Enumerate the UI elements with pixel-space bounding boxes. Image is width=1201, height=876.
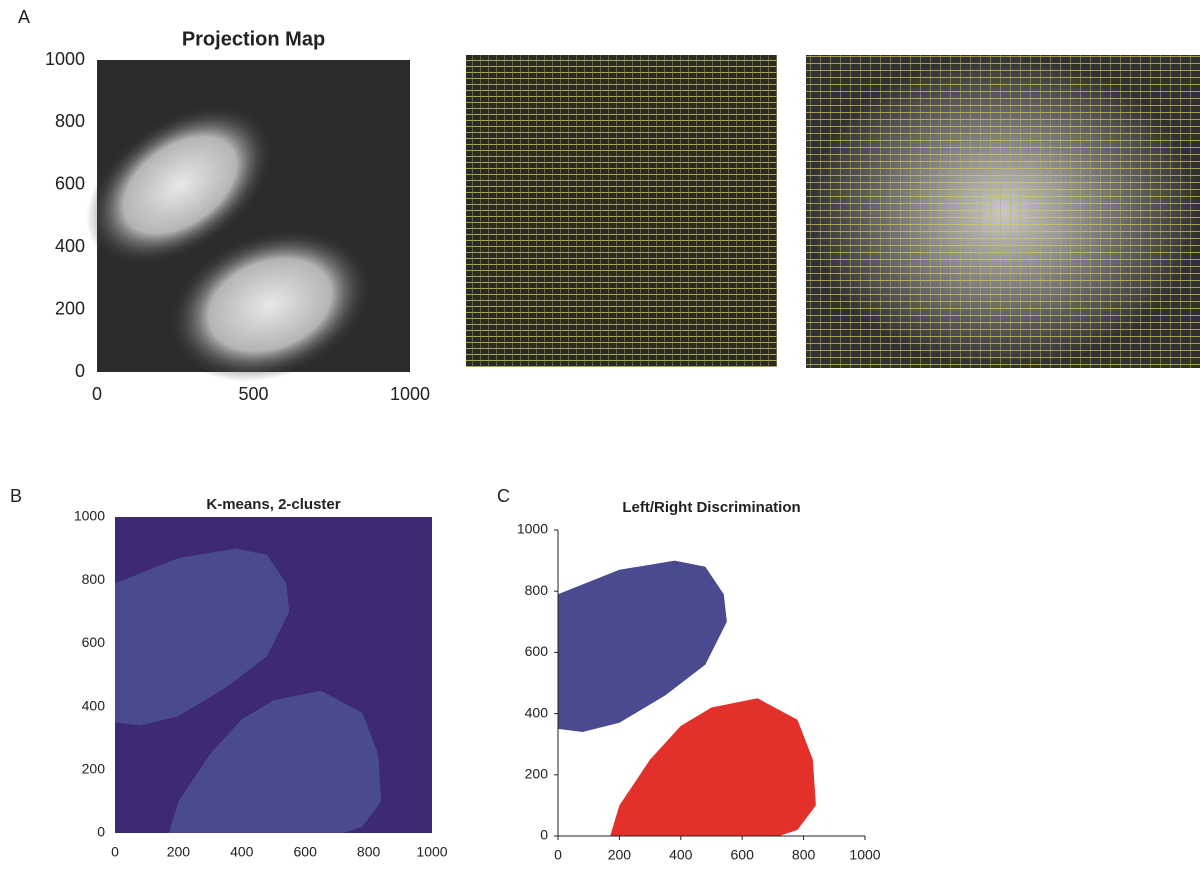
feature-grid-image	[466, 55, 777, 367]
y-tick-label: 600	[525, 643, 549, 659]
x-tick-label: 0	[92, 384, 102, 404]
discrimination-image	[558, 561, 816, 836]
chart-title: Projection Map	[182, 28, 325, 50]
y-tick-label: 0	[540, 827, 548, 843]
panel-label: B	[10, 486, 22, 506]
y-tick-label: 0	[97, 824, 105, 840]
y-tick-label: 800	[82, 571, 106, 587]
y-tick-label: 200	[55, 298, 85, 318]
x-tick-label: 400	[230, 844, 254, 860]
x-tick-label: 0	[111, 844, 119, 860]
y-tick-label: 0	[75, 361, 85, 381]
x-tick-label: 400	[669, 847, 693, 863]
x-tick-label: 800	[357, 844, 381, 860]
y-tick-label: 400	[82, 697, 106, 713]
x-tick-label: 1000	[849, 847, 880, 863]
x-tick-label: 600	[731, 847, 755, 863]
chart-title: Left/Right Discrimination	[622, 499, 800, 516]
x-tick-label: 0	[554, 847, 562, 863]
y-tick-label: 200	[525, 766, 549, 782]
x-tick-label: 500	[238, 384, 268, 404]
y-tick-label: 600	[82, 634, 106, 650]
y-tick-label: 800	[55, 111, 85, 131]
x-tick-label: 200	[608, 847, 632, 863]
y-tick-label: 400	[55, 236, 85, 256]
x-tick-label: 1000	[390, 384, 430, 404]
kmeans-image	[115, 517, 432, 833]
y-tick-label: 600	[55, 174, 85, 194]
overlay-grid-image	[806, 55, 1200, 368]
x-tick-label: 1000	[416, 844, 447, 860]
x-tick-label: 800	[792, 847, 816, 863]
x-tick-label: 200	[167, 844, 191, 860]
y-tick-label: 1000	[45, 49, 85, 69]
x-tick-label: 600	[294, 844, 318, 860]
figure: A B C Projection Map 0 500 1000 0 200 400 600 80…	[0, 0, 1201, 871]
y-tick-label: 400	[525, 704, 549, 720]
y-tick-label: 1000	[517, 521, 548, 537]
chart-title: K-means, 2-cluster	[206, 496, 340, 513]
y-tick-label: 200	[82, 761, 106, 777]
panel-label: A	[18, 7, 30, 27]
y-tick-label: 1000	[74, 508, 105, 524]
projection-image	[57, 60, 410, 409]
y-tick-label: 800	[525, 582, 549, 598]
panel-label: C	[497, 486, 510, 506]
